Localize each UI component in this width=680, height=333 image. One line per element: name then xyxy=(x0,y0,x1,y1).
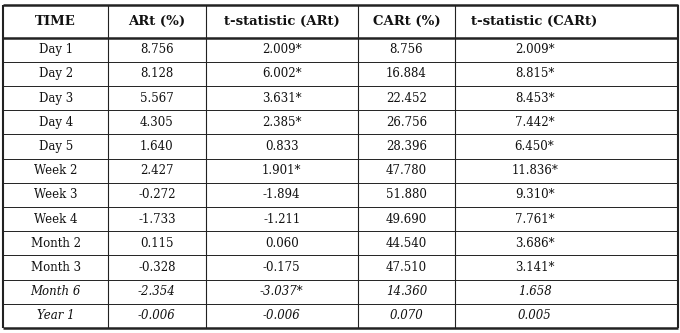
Text: t-statistic (CARt): t-statistic (CARt) xyxy=(471,15,598,28)
Text: 4.305: 4.305 xyxy=(140,116,173,129)
Text: 8.453*: 8.453* xyxy=(515,92,554,105)
Text: -1.733: -1.733 xyxy=(138,213,175,226)
Text: 8.756: 8.756 xyxy=(140,43,173,56)
Text: 9.310*: 9.310* xyxy=(515,188,554,201)
Text: 47.510: 47.510 xyxy=(386,261,427,274)
Text: 7.761*: 7.761* xyxy=(515,213,554,226)
Text: 2.427: 2.427 xyxy=(140,164,173,177)
Text: 3.141*: 3.141* xyxy=(515,261,554,274)
Text: -3.037*: -3.037* xyxy=(260,285,303,298)
Text: -1.894: -1.894 xyxy=(263,188,301,201)
Text: -0.175: -0.175 xyxy=(263,261,301,274)
Text: 49.690: 49.690 xyxy=(386,213,427,226)
Text: 5.567: 5.567 xyxy=(140,92,173,105)
Text: 16.884: 16.884 xyxy=(386,68,427,81)
Text: Week 4: Week 4 xyxy=(34,213,78,226)
Text: 1.901*: 1.901* xyxy=(262,164,301,177)
Text: Month 3: Month 3 xyxy=(31,261,81,274)
Text: 47.780: 47.780 xyxy=(386,164,427,177)
Text: ARt (%): ARt (%) xyxy=(129,15,186,28)
Text: 51.880: 51.880 xyxy=(386,188,427,201)
Text: t-statistic (ARt): t-statistic (ARt) xyxy=(224,15,339,28)
Text: 0.115: 0.115 xyxy=(140,237,173,250)
Text: -0.328: -0.328 xyxy=(138,261,175,274)
Text: -0.006: -0.006 xyxy=(138,309,175,322)
Text: -1.211: -1.211 xyxy=(263,213,301,226)
Text: 1.658: 1.658 xyxy=(517,285,551,298)
Text: Day 4: Day 4 xyxy=(39,116,73,129)
Text: CARt (%): CARt (%) xyxy=(373,15,440,28)
Text: Day 1: Day 1 xyxy=(39,43,73,56)
Text: 2.385*: 2.385* xyxy=(262,116,301,129)
Text: 8.128: 8.128 xyxy=(140,68,173,81)
Text: 2.009*: 2.009* xyxy=(515,43,554,56)
Text: 14.360: 14.360 xyxy=(386,285,427,298)
Text: 3.631*: 3.631* xyxy=(262,92,301,105)
Text: Week 2: Week 2 xyxy=(34,164,78,177)
Text: -0.272: -0.272 xyxy=(138,188,175,201)
Text: 44.540: 44.540 xyxy=(386,237,427,250)
Text: 6.002*: 6.002* xyxy=(262,68,301,81)
Text: 22.452: 22.452 xyxy=(386,92,427,105)
Text: 8.756: 8.756 xyxy=(390,43,423,56)
Text: 0.060: 0.060 xyxy=(265,237,299,250)
Text: 7.442*: 7.442* xyxy=(515,116,554,129)
Text: Year 1: Year 1 xyxy=(37,309,75,322)
Text: 2.009*: 2.009* xyxy=(262,43,301,56)
Text: TIME: TIME xyxy=(35,15,76,28)
Text: 28.396: 28.396 xyxy=(386,140,427,153)
Text: 0.005: 0.005 xyxy=(517,309,551,322)
Text: 26.756: 26.756 xyxy=(386,116,427,129)
Text: Month 2: Month 2 xyxy=(31,237,81,250)
Text: -0.006: -0.006 xyxy=(262,309,301,322)
Text: Day 2: Day 2 xyxy=(39,68,73,81)
Text: 0.070: 0.070 xyxy=(390,309,424,322)
Text: 8.815*: 8.815* xyxy=(515,68,554,81)
Text: Day 3: Day 3 xyxy=(39,92,73,105)
Text: 11.836*: 11.836* xyxy=(511,164,558,177)
Text: -2.354: -2.354 xyxy=(138,285,175,298)
Text: 1.640: 1.640 xyxy=(140,140,173,153)
Text: 6.450*: 6.450* xyxy=(515,140,554,153)
Text: 3.686*: 3.686* xyxy=(515,237,554,250)
Text: Day 5: Day 5 xyxy=(39,140,73,153)
Text: 0.833: 0.833 xyxy=(265,140,299,153)
Text: Week 3: Week 3 xyxy=(34,188,78,201)
Text: Month 6: Month 6 xyxy=(31,285,81,298)
